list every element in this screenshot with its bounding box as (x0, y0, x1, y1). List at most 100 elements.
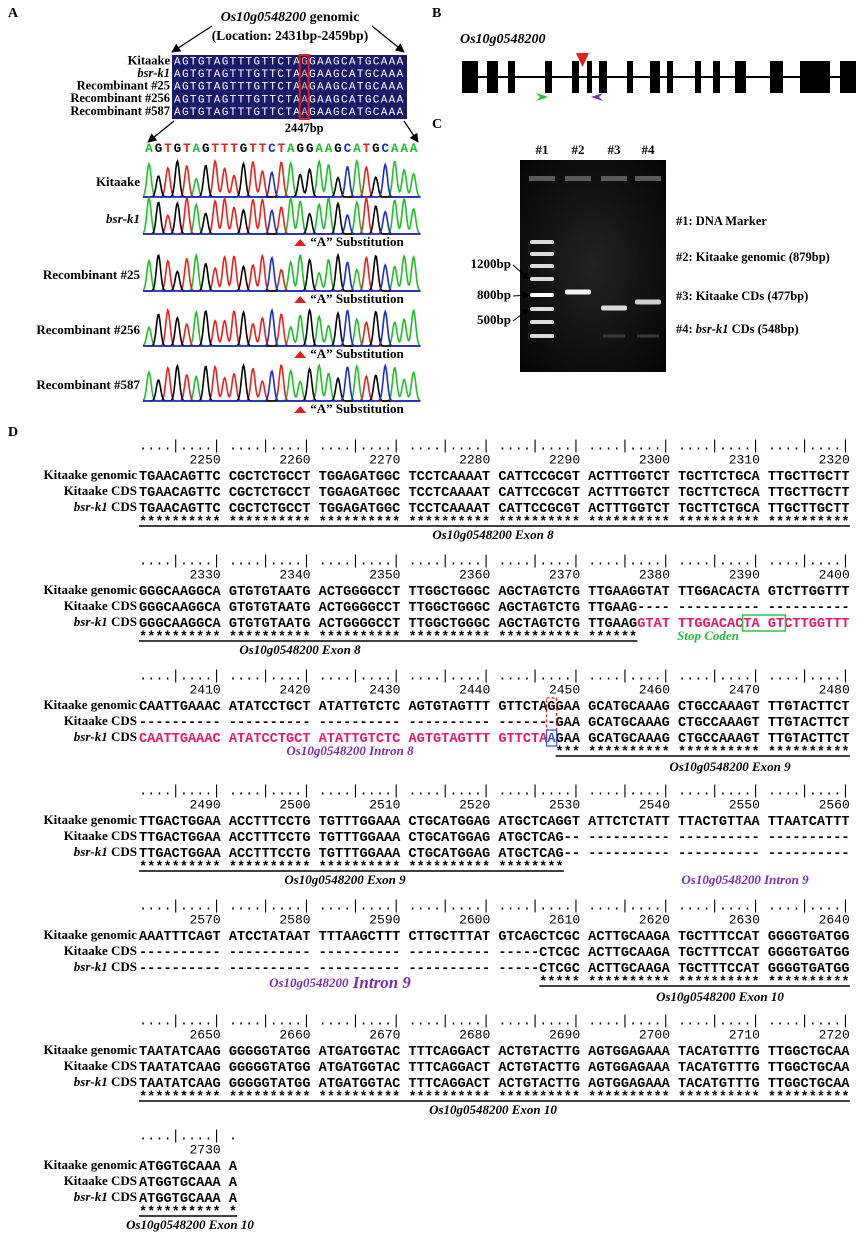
position-number: 2290 (549, 452, 580, 467)
sequence: GGGCAAGGCA GTGTGTAATG ACTGGGGCCT TTGGCTG… (139, 585, 850, 600)
text-part: Exon 10 (509, 1102, 558, 1117)
row-name: Kitaake genomic (43, 582, 137, 597)
base: A (145, 142, 153, 156)
text-part: Kitaake genomic (43, 812, 137, 827)
exon (770, 61, 783, 93)
annotation: Os10g0548200 Intron 8 (286, 743, 414, 758)
sequence: TGAACAGTTC CGCTCTGCCT TGGAGATGGC TCCTCAA… (139, 502, 850, 517)
text-part: Os10g0548200 (432, 527, 512, 542)
row-name: Kitaake genomic (43, 812, 137, 827)
text-part: Exon 9 (749, 759, 791, 774)
base: A (353, 142, 361, 156)
text-part: Os10g0548200 (126, 1217, 206, 1232)
ladder-band (530, 240, 554, 244)
base: G (306, 142, 314, 156)
exon (840, 61, 856, 93)
position-number: 2620 (639, 912, 670, 927)
text-part: Kitaake genomic (43, 582, 137, 597)
base: T (183, 142, 191, 156)
base: T (221, 142, 229, 156)
text-part: bsr-k1 (74, 729, 108, 744)
position-number: 2380 (639, 567, 670, 582)
seq-part: GAAGCATGCAAA (309, 107, 404, 119)
text-part: CDS (108, 729, 137, 744)
size-marker: 800bp (477, 287, 511, 302)
sequence: ATGGTGCAAA A (139, 1192, 238, 1207)
text-part: Exon 10 (736, 989, 785, 1004)
position-number: 2640 (819, 912, 850, 927)
seq-part: AGTGTAGTTTGTTCTA (174, 94, 301, 106)
position-number: 2630 (729, 912, 760, 927)
exon (735, 61, 746, 93)
text-part: #4: (676, 322, 696, 336)
text-part: bsr-k1 (74, 959, 108, 974)
row-name: Kitaake genomic (43, 1042, 137, 1057)
text-part: CDS (108, 1074, 137, 1089)
base: T (259, 142, 267, 156)
seq-part: GAAGCATGCAAA (309, 69, 404, 81)
position-number: 2570 (189, 912, 220, 927)
position-number: 2450 (549, 682, 580, 697)
base: A (193, 142, 201, 156)
text-part: Kitaake genomic (43, 1042, 137, 1057)
text-part: Os10g0548200 (239, 642, 319, 657)
base: A (287, 142, 295, 156)
text-part: GGGCAAGGCA GTGTGTAATG ACTGGGGCCT TTGGCTG… (139, 617, 637, 632)
position-number: 2660 (279, 1027, 310, 1042)
text-part: ATGGTGCAAA A (139, 1160, 238, 1175)
seq-part: AGTGTAGTTTGTTCTA (174, 69, 301, 81)
text-part: Exon 9 (364, 872, 406, 887)
annotation: Os10g0548200 Exon 10 (429, 1102, 557, 1117)
text-part: GGGCAAGGCA GTGTGTAATG ACTGGGGCCT TTGGCTG… (139, 601, 850, 616)
base: A (400, 142, 408, 156)
ladder-band (530, 307, 554, 311)
lane-label: #2 (572, 142, 585, 157)
text-part: Kitaake genomic (43, 1157, 137, 1172)
base: G (174, 142, 182, 156)
site-marker (294, 239, 306, 246)
base: T (278, 142, 286, 156)
text-part: CDS (108, 614, 137, 629)
position-number: 2490 (189, 797, 220, 812)
sequence: TGAACAGTTC CGCTCTGCCT TGGAGATGGC TCCTCAA… (139, 486, 850, 501)
base: G (202, 142, 210, 156)
base: A (410, 142, 418, 156)
exon (599, 61, 607, 93)
well (635, 176, 661, 181)
annotation: Stop Coden (677, 628, 739, 643)
seq-part: GAAGCATGCAAA (309, 56, 404, 68)
position-number: 2310 (729, 452, 760, 467)
legend-entry: #2: Kitaake genomic (879bp) (676, 250, 830, 264)
position-number: 2650 (189, 1027, 220, 1042)
exon (545, 61, 552, 93)
text-part: TAATATCAAG GGGGGTATGG ATGATGGTAC TTTCAGG… (139, 1045, 850, 1060)
text-part: GGGCAAGGCA GTGTGTAATG ACTGGGGCCT TTGGCTG… (139, 585, 850, 600)
panel-label: A (8, 6, 19, 21)
panel-label: B (432, 6, 441, 21)
text-part: TAATATCAAG GGGGGTATGG ATGATGGTAC TTTCAGG… (139, 1077, 850, 1092)
exon (587, 61, 592, 93)
sequence: GGGCAAGGCA GTGTGTAATG ACTGGGGCCT TTGGCTG… (139, 601, 850, 616)
exon (800, 61, 830, 93)
base: A (325, 142, 333, 156)
position-number: 2260 (279, 452, 310, 467)
text-part: Intron 9 (761, 872, 809, 887)
ladder-band (530, 252, 554, 256)
sequence: CAATTGAAAC ATATCCTGCT ATATTGTCTC AGTGTAG… (139, 700, 850, 715)
ladder-band (530, 293, 554, 297)
exon (713, 61, 720, 93)
base: G (372, 142, 380, 156)
trace-sequence: AGTGTAGTTTGTTCTAGGAAGCATGCAAA (145, 142, 418, 156)
exon (695, 61, 701, 93)
primer-reverse (591, 93, 603, 101)
text-part: Intron 9 (349, 973, 412, 992)
exon (627, 61, 633, 93)
position-number: 2300 (639, 452, 670, 467)
position-number: 2530 (549, 797, 580, 812)
base: T (249, 142, 257, 156)
position-number: 2250 (189, 452, 220, 467)
base: T (211, 142, 219, 156)
base: T (363, 142, 371, 156)
seq-part: GAAGCATGCAAA (309, 82, 404, 94)
row-name: Kitaake CDS (64, 1173, 137, 1188)
